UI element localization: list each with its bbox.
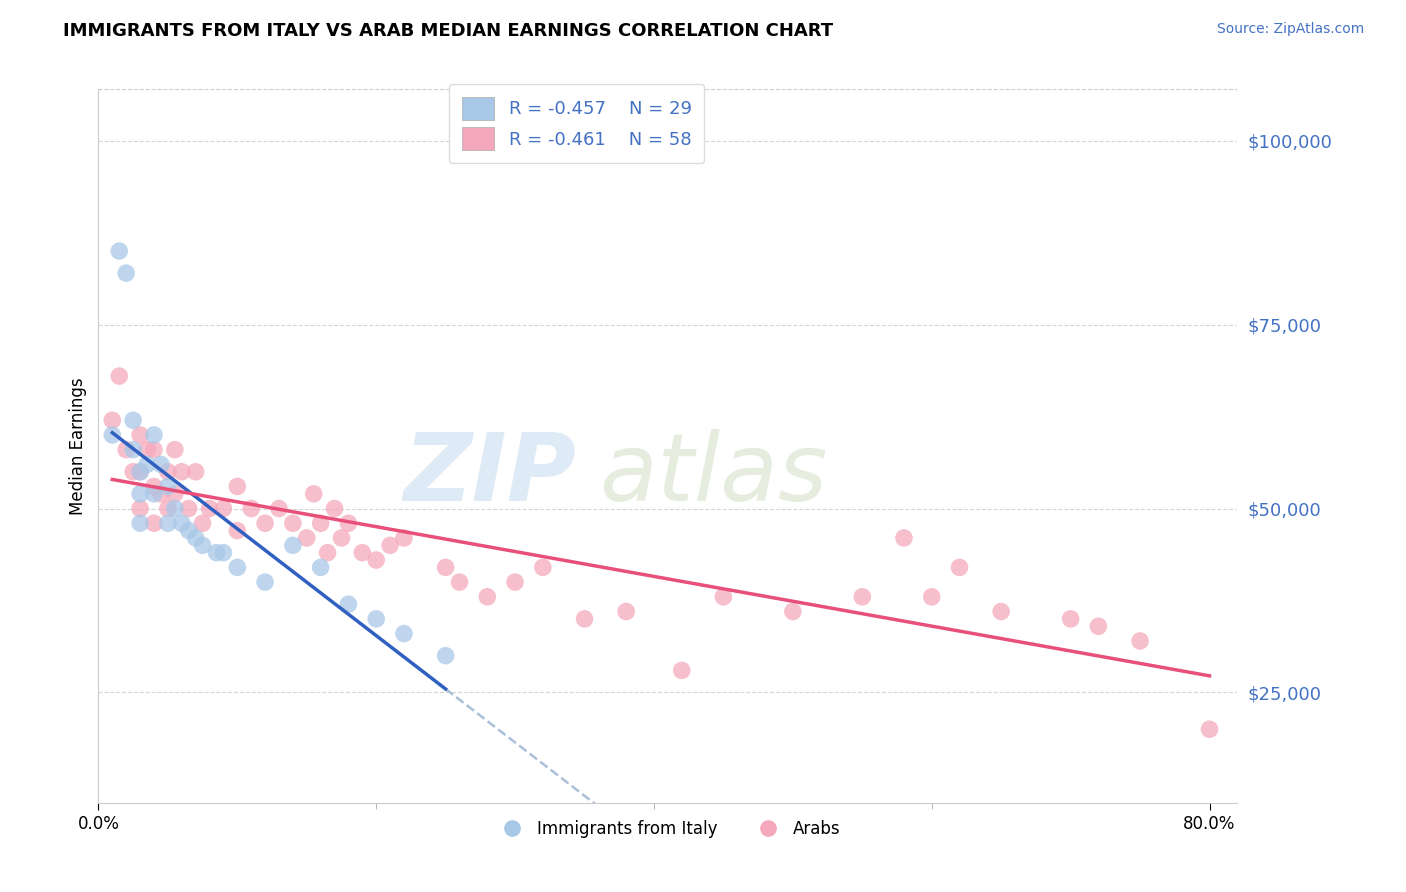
Point <box>108 244 131 258</box>
Point <box>254 516 277 531</box>
Point <box>948 560 970 574</box>
Point <box>143 442 166 457</box>
Point <box>240 501 263 516</box>
Point <box>713 590 735 604</box>
Point <box>337 597 360 611</box>
Point <box>477 590 499 604</box>
Point <box>1059 612 1081 626</box>
Point <box>302 487 325 501</box>
Point <box>851 590 873 604</box>
Point <box>143 479 166 493</box>
Point <box>574 612 596 626</box>
Point <box>1129 634 1152 648</box>
Point <box>184 531 207 545</box>
Point <box>205 546 228 560</box>
Point <box>352 546 374 560</box>
Point <box>149 458 172 472</box>
Point <box>136 458 159 472</box>
Point <box>101 413 124 427</box>
Point <box>136 442 159 457</box>
Point <box>330 531 353 545</box>
Point <box>337 516 360 531</box>
Point <box>309 560 332 574</box>
Y-axis label: Median Earnings: Median Earnings <box>69 377 87 515</box>
Point <box>392 626 415 640</box>
Point <box>503 575 526 590</box>
Point <box>163 501 186 516</box>
Point <box>191 516 214 531</box>
Point <box>281 538 304 552</box>
Point <box>990 605 1012 619</box>
Point <box>143 487 166 501</box>
Point <box>378 538 401 552</box>
Point <box>115 266 138 280</box>
Point <box>614 605 637 619</box>
Point <box>170 516 193 531</box>
Point <box>281 516 304 531</box>
Point <box>108 369 131 384</box>
Point <box>366 612 388 626</box>
Point <box>122 442 145 457</box>
Point <box>122 465 145 479</box>
Point <box>143 428 166 442</box>
Point <box>434 648 457 663</box>
Point <box>1198 723 1220 737</box>
Point <box>129 465 152 479</box>
Point <box>392 531 415 545</box>
Point <box>122 413 145 427</box>
Point <box>226 479 249 493</box>
Point <box>184 465 207 479</box>
Point <box>129 501 152 516</box>
Point <box>316 546 339 560</box>
Point <box>671 664 693 678</box>
Point <box>782 605 804 619</box>
Point <box>163 487 186 501</box>
Point <box>226 524 249 538</box>
Point <box>449 575 471 590</box>
Point <box>170 465 193 479</box>
Point <box>115 442 138 457</box>
Point <box>129 487 152 501</box>
Point <box>156 465 179 479</box>
Point <box>921 590 943 604</box>
Point <box>309 516 332 531</box>
Point <box>191 538 214 552</box>
Point <box>434 560 457 574</box>
Text: ZIP: ZIP <box>404 428 576 521</box>
Point <box>149 487 172 501</box>
Point <box>198 501 221 516</box>
Point <box>366 553 388 567</box>
Legend: Immigrants from Italy, Arabs: Immigrants from Italy, Arabs <box>489 814 846 845</box>
Point <box>156 516 179 531</box>
Point <box>254 575 277 590</box>
Point <box>129 516 152 531</box>
Point <box>267 501 290 516</box>
Point <box>295 531 318 545</box>
Point <box>212 501 235 516</box>
Point <box>156 501 179 516</box>
Point <box>143 516 166 531</box>
Text: Source: ZipAtlas.com: Source: ZipAtlas.com <box>1216 22 1364 37</box>
Text: atlas: atlas <box>599 429 828 520</box>
Point <box>156 479 179 493</box>
Point <box>177 524 200 538</box>
Point <box>101 428 124 442</box>
Point <box>226 560 249 574</box>
Point <box>129 428 152 442</box>
Point <box>323 501 346 516</box>
Point <box>531 560 554 574</box>
Point <box>893 531 915 545</box>
Point <box>1087 619 1109 633</box>
Text: IMMIGRANTS FROM ITALY VS ARAB MEDIAN EARNINGS CORRELATION CHART: IMMIGRANTS FROM ITALY VS ARAB MEDIAN EAR… <box>63 22 834 40</box>
Point <box>129 465 152 479</box>
Point <box>212 546 235 560</box>
Point <box>177 501 200 516</box>
Point <box>163 442 186 457</box>
